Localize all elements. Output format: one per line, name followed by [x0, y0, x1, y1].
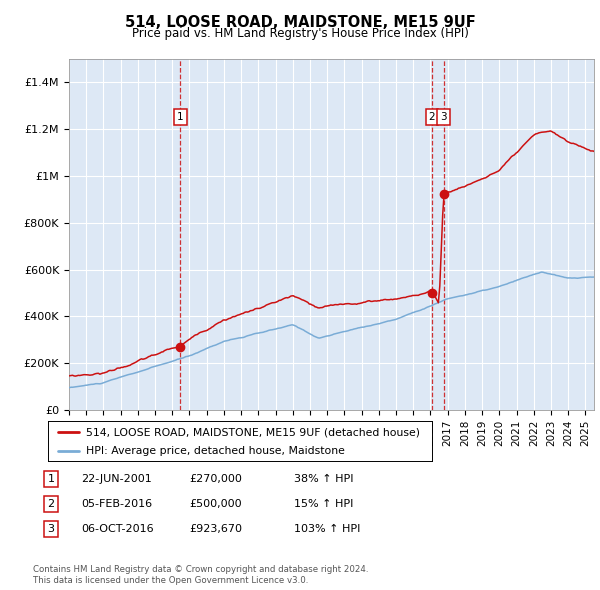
Text: 3: 3	[47, 524, 55, 533]
Text: 1: 1	[47, 474, 55, 484]
Text: 06-OCT-2016: 06-OCT-2016	[81, 524, 154, 533]
Text: £923,670: £923,670	[189, 524, 242, 533]
Text: 15% ↑ HPI: 15% ↑ HPI	[294, 499, 353, 509]
Text: 38% ↑ HPI: 38% ↑ HPI	[294, 474, 353, 484]
Text: Contains HM Land Registry data © Crown copyright and database right 2024.: Contains HM Land Registry data © Crown c…	[33, 565, 368, 573]
Text: 514, LOOSE ROAD, MAIDSTONE, ME15 9UF: 514, LOOSE ROAD, MAIDSTONE, ME15 9UF	[125, 15, 475, 30]
Text: £500,000: £500,000	[189, 499, 242, 509]
Text: HPI: Average price, detached house, Maidstone: HPI: Average price, detached house, Maid…	[86, 445, 345, 455]
Text: 05-FEB-2016: 05-FEB-2016	[81, 499, 152, 509]
Text: £270,000: £270,000	[189, 474, 242, 484]
Text: 3: 3	[440, 112, 447, 122]
Text: 2: 2	[47, 499, 55, 509]
Text: 22-JUN-2001: 22-JUN-2001	[81, 474, 152, 484]
Text: Price paid vs. HM Land Registry's House Price Index (HPI): Price paid vs. HM Land Registry's House …	[131, 27, 469, 40]
Text: 2: 2	[429, 112, 436, 122]
Text: 514, LOOSE ROAD, MAIDSTONE, ME15 9UF (detached house): 514, LOOSE ROAD, MAIDSTONE, ME15 9UF (de…	[86, 427, 421, 437]
Text: This data is licensed under the Open Government Licence v3.0.: This data is licensed under the Open Gov…	[33, 576, 308, 585]
Text: 103% ↑ HPI: 103% ↑ HPI	[294, 524, 361, 533]
Text: 1: 1	[177, 112, 184, 122]
